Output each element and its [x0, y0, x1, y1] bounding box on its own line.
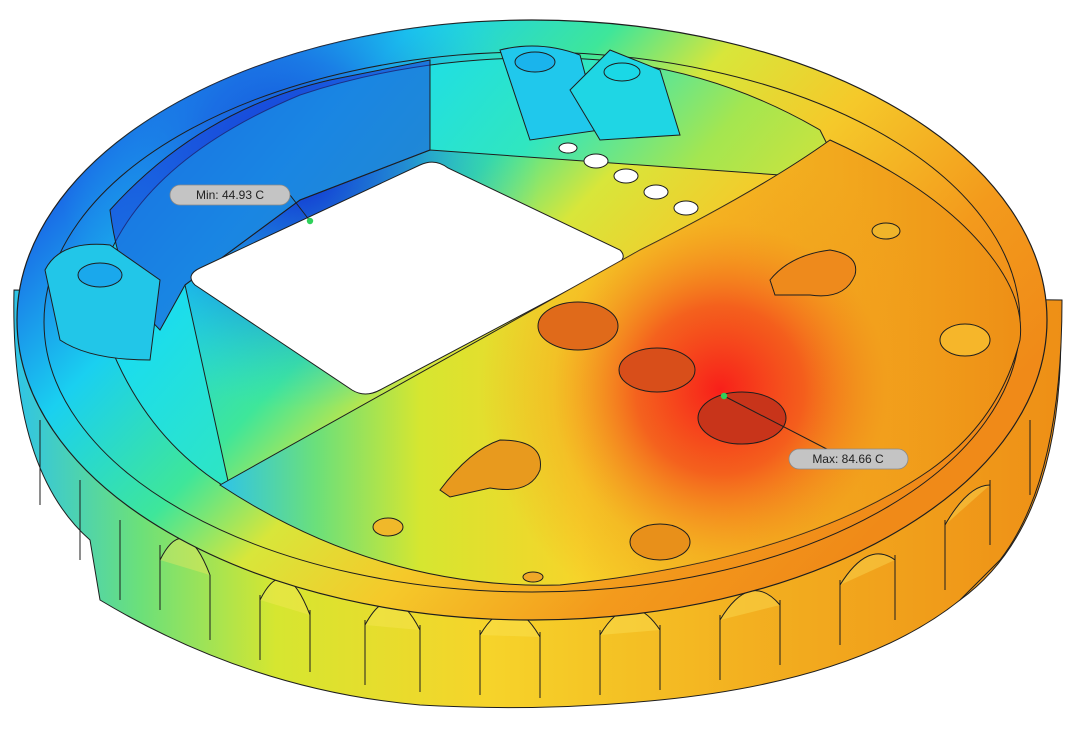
max-probe-label-box	[788, 448, 909, 470]
keyhole-slot	[769, 249, 857, 297]
hole	[871, 222, 901, 240]
plate-holes	[372, 142, 991, 583]
hole	[673, 200, 699, 216]
hole	[537, 301, 619, 351]
hole	[629, 523, 691, 561]
hole	[522, 571, 544, 583]
min-probe-label: Min: 44.93 C	[196, 188, 264, 202]
hole	[558, 142, 578, 154]
rectangular-cutout	[190, 161, 624, 395]
hole	[372, 517, 404, 537]
max-probe-label: Max: 84.66 C	[812, 452, 884, 466]
hole	[618, 347, 696, 393]
max-probe-marker	[720, 392, 728, 400]
hole	[583, 153, 609, 169]
hole	[643, 184, 669, 200]
hole	[939, 323, 991, 357]
keyhole-slot	[439, 439, 541, 498]
min-probe-label-box	[169, 184, 291, 206]
hole	[697, 391, 787, 445]
min-temperature-probe[interactable]: Min: 44.93 C	[169, 184, 314, 225]
min-probe-marker	[306, 217, 314, 225]
hole	[613, 168, 639, 184]
max-temperature-probe[interactable]: Max: 84.66 C	[720, 392, 909, 470]
